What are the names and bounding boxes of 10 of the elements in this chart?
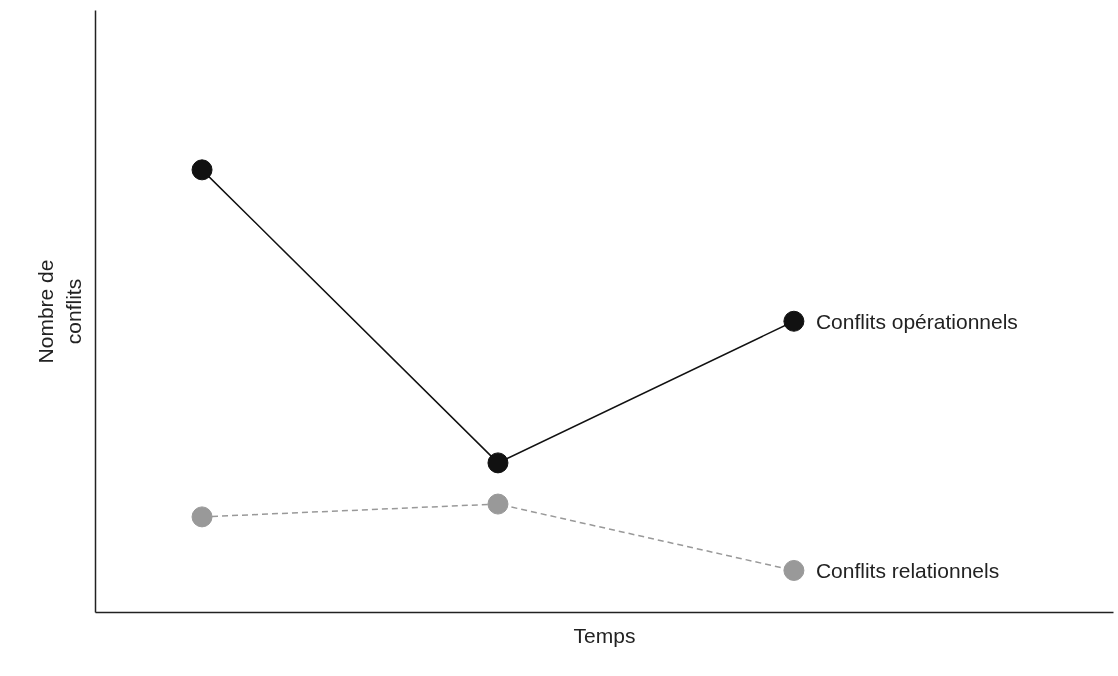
point xyxy=(191,506,213,528)
series-label: Conflits opérationnels xyxy=(815,309,1018,333)
series-label: Conflits relationnels xyxy=(815,558,1000,582)
point xyxy=(487,493,509,515)
point xyxy=(487,452,509,474)
y-axis-title: Nombre de conflits xyxy=(33,259,85,364)
point xyxy=(783,310,805,332)
point xyxy=(783,559,805,581)
point xyxy=(191,159,213,181)
x-axis-title: Temps xyxy=(573,623,636,647)
